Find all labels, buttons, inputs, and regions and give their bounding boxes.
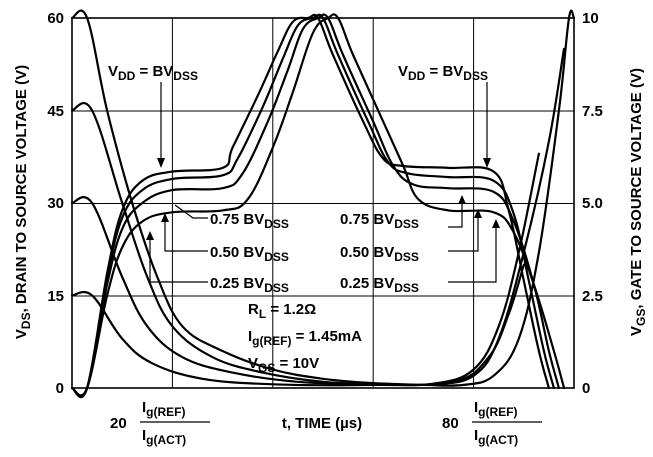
right-tick-label: 10 (582, 10, 599, 27)
arrowhead-050-left (161, 213, 169, 222)
annotation-leaders (146, 82, 500, 283)
x-annotation-left-numerator: Ig(REF) (142, 399, 186, 419)
left-tick-label: 0 (56, 380, 64, 397)
x-annotation-left-prefix: 20 (110, 415, 127, 432)
left-tick-label: 30 (47, 195, 64, 212)
fraction-labels-right: 0.75 BVDSS 0.50 BVDSS 0.25 BVDSS (340, 211, 419, 295)
left-axis-title: VDS, DRAIN TO SOURCE VOLTAGE (V) (13, 65, 33, 339)
leader-025-left (149, 236, 208, 283)
vdd-left-arrowhead (157, 158, 165, 168)
x-annotation-left: 20 Ig(REF) Ig(ACT) (110, 399, 210, 447)
vdd-label-right: VDD = BVDSS (398, 63, 488, 83)
left-tick-label: 45 (47, 103, 64, 120)
fraction-label-050-right: 0.50 BVDSS (340, 244, 419, 264)
fraction-label-075-right: 0.75 BVDSS (340, 211, 419, 231)
condition-rl: RL = 1.2Ω (248, 301, 316, 321)
x-axis-title: t, TIME (µs) (282, 415, 362, 432)
right-tick-label: 0 (582, 380, 590, 397)
leader-050-left (164, 218, 208, 252)
left-axis-ticks: 0 15 30 45 60 (47, 10, 64, 397)
leader-075-left (174, 204, 208, 219)
condition-ig: Ig(REF) = 1.45mA (248, 328, 362, 348)
arrowhead-025-right (492, 219, 500, 228)
fraction-labels-left: 0.75 BVDSS 0.50 BVDSS 0.25 BVDSS (210, 211, 289, 295)
right-tick-label: 5.0 (582, 195, 603, 212)
fraction-label-050-left: 0.50 BVDSS (210, 244, 289, 264)
leader-050-right (448, 214, 479, 252)
grid (72, 18, 574, 388)
right-axis-title: VGS, GATE TO SOURCE VOLTAGE (V) (628, 68, 648, 336)
plot-frame (71, 17, 575, 389)
right-axis-ticks: 0 2.5 5.0 7.5 10 (582, 10, 603, 397)
arrowhead-075-right (458, 195, 466, 204)
vds-curve-3 (70, 263, 525, 387)
left-tick-label: 15 (47, 288, 64, 305)
x-annotation-right-numerator: Ig(REF) (474, 399, 518, 419)
fraction-label-025-right: 0.25 BVDSS (340, 275, 419, 295)
fraction-label-025-left: 0.25 BVDSS (210, 275, 289, 295)
x-annotation-right: 80 Ig(REF) Ig(ACT) (442, 399, 542, 447)
leader-025-right (448, 224, 497, 283)
arrowhead-025-left (146, 231, 154, 240)
leader-075-right (448, 200, 463, 228)
vds-curve-0 (70, 9, 576, 387)
left-tick-label: 60 (47, 10, 64, 27)
x-annotation-right-denominator: Ig(ACT) (474, 427, 518, 447)
vdd-right-arrowhead (483, 158, 491, 168)
x-annotation-left-denominator: Ig(ACT) (142, 427, 186, 447)
arrowhead-050-right (474, 209, 482, 218)
vds-curve-2 (70, 152, 540, 387)
condition-vgs: VGS = 10V (248, 355, 319, 375)
right-tick-label: 2.5 (582, 288, 603, 305)
x-annotation-right-prefix: 80 (442, 415, 459, 432)
right-tick-label: 7.5 (582, 103, 603, 120)
vdd-label-left: VDD = BVDSS (108, 63, 198, 83)
test-conditions: RL = 1.2Ω Ig(REF) = 1.45mA VGS = 10V (248, 301, 362, 375)
fraction-label-075-left: 0.75 BVDSS (210, 211, 289, 231)
